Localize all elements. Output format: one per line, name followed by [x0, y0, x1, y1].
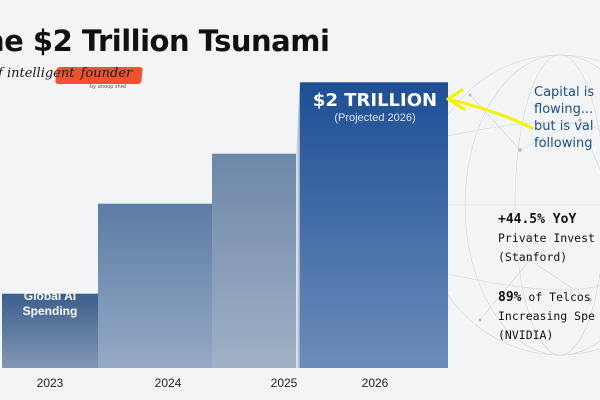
stat-block-telcos: 89% of Telcos Increasing Spe (NVIDIA)	[498, 288, 595, 345]
callout-text: Capital is flowing... but is val following	[534, 84, 594, 152]
bar-depth-wedge	[296, 82, 300, 369]
callout-line: following	[534, 136, 593, 151]
bar-gloss	[98, 203, 212, 368]
callout-line: but is val	[534, 119, 594, 134]
callout-line: flowing...	[534, 102, 594, 117]
bar-gloss	[300, 82, 448, 369]
arrowhead-icon	[446, 88, 466, 111]
bar-depth-wedges	[296, 82, 300, 369]
stat-description: Increasing Spe	[498, 309, 595, 323]
bar-gloss	[2, 293, 98, 368]
x-tick-label: 2026	[361, 376, 389, 390]
brand-byline: by anoop shiel	[90, 84, 127, 90]
stat-value: 89%	[498, 290, 522, 305]
callout-line: Capital is	[534, 85, 595, 100]
brand-wordmark: f intelligent founder	[0, 66, 132, 81]
x-tick-label: 2023	[36, 376, 64, 390]
stat-source: (Stanford)	[498, 250, 568, 264]
brand-prefix: f intelligent	[0, 66, 75, 81]
brand-logo: f intelligent founder by anoop shiel	[0, 66, 143, 90]
stat-value-suffix: of Telcos	[521, 290, 591, 304]
x-tick-label: 2024	[154, 376, 182, 390]
arrow-icon	[450, 98, 534, 130]
x-tick-label: 2025	[270, 376, 298, 390]
stat-block-growth: +44.5% YoY Private Invest (Stanford)	[498, 210, 595, 267]
page-title: he $2 Trillion Tsunami	[0, 24, 330, 58]
bar-group	[2, 82, 448, 369]
stat-description: Private Invest	[498, 231, 595, 245]
stat-value: +44.5% YoY	[498, 212, 577, 227]
brand-accent: founder	[80, 66, 133, 81]
bar-label-2023: Global AI Spending	[22, 289, 78, 318]
bar-gloss	[212, 153, 296, 368]
bar-label-2026-value: $2 TRILLION	[312, 90, 438, 111]
bar-label-2026-sub: (Projected 2026)	[334, 112, 416, 124]
stat-source: (NVIDIA)	[498, 328, 554, 342]
